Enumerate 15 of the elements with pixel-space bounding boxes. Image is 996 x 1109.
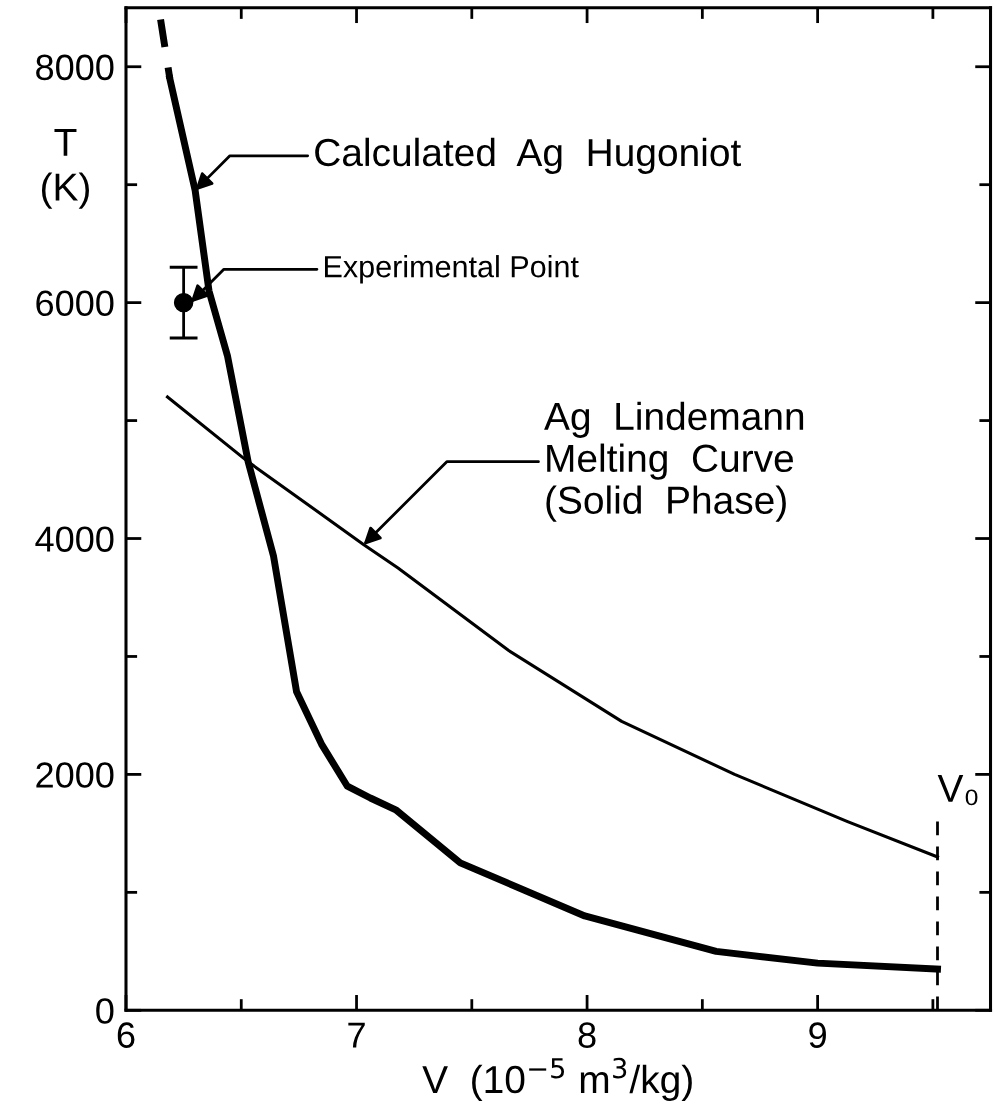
annotation: Calculated Ag Hugoniot [315,137,741,174]
y-tick-label: 0 [96,998,114,1024]
x-tick-label: 7 [348,1022,365,1048]
y-tick-label: 6000 [36,290,114,317]
x-axis-title: V (10$^{−5}$ m$^{3}$/kg) [422,1057,692,1102]
x-tick-label: 8 [578,1022,596,1048]
y-tick-label: 4000 [35,526,114,552]
x-tick-label: 6 [117,1022,135,1048]
y-tick-label: 8000 [36,54,114,81]
y-axis-title: T (K) [41,129,89,209]
y-tick-label: 2000 [36,762,114,788]
x-tick-label: 9 [809,1022,826,1048]
annotation: Ag Lindemann Melting Curve (Solid Phase) [544,401,804,522]
ref-line-label: V₀ [937,774,978,806]
annotation: Experimental Point [325,255,579,284]
